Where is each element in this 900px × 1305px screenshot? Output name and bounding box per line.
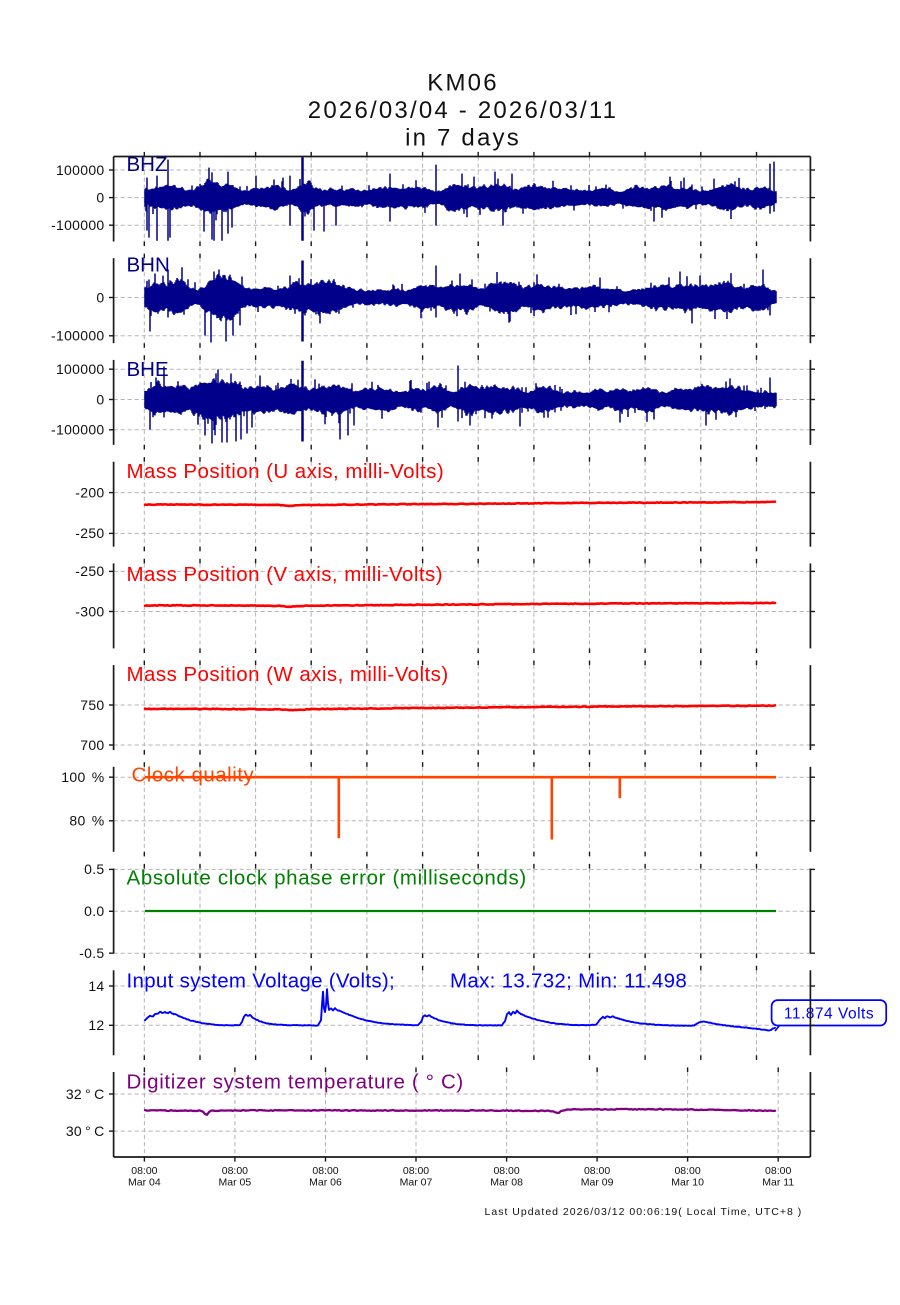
svg-text:08:00: 08:00 [674,1165,700,1177]
svg-text:80 %: 80 % [69,813,104,829]
svg-text:-200: -200 [75,484,104,500]
svg-text:100000: 100000 [56,162,105,178]
svg-text:BHZ: BHZ [127,153,168,176]
svg-text:-300: -300 [75,603,104,619]
svg-text:Input system Voltage (Volts);: Input system Voltage (Volts); [127,970,396,993]
svg-text:100 %: 100 % [61,769,104,785]
svg-text:08:00: 08:00 [584,1165,610,1177]
svg-text:0: 0 [96,289,104,305]
svg-text:-250: -250 [75,563,104,579]
svg-text:Mar 09: Mar 09 [581,1177,614,1189]
svg-text:-250: -250 [75,525,104,541]
svg-text:in 7 days: in 7 days [405,125,521,152]
svg-text:0.0: 0.0 [84,903,104,919]
svg-text:08:00: 08:00 [493,1165,519,1177]
svg-text:Mar 06: Mar 06 [309,1177,342,1189]
svg-text:Mar 08: Mar 08 [490,1177,523,1189]
svg-text:0: 0 [96,391,104,407]
svg-text:-100000: -100000 [51,217,104,233]
svg-text:30 ° C: 30 ° C [66,1123,105,1139]
svg-text:-100000: -100000 [51,422,104,438]
svg-text:Clock quality: Clock quality [132,764,255,787]
svg-text:11.874 Volts: 11.874 Volts [784,1005,874,1022]
svg-text:Last Updated 2026/03/12 00:06:: Last Updated 2026/03/12 00:06:19( Local … [485,1206,803,1218]
svg-text:08:00: 08:00 [222,1165,248,1177]
svg-text:BHE: BHE [127,358,169,381]
svg-text:Absolute clock phase error (mi: Absolute clock phase error (milliseconds… [127,867,527,890]
svg-text:Mar 10: Mar 10 [671,1177,704,1189]
svg-text:Mar 07: Mar 07 [400,1177,433,1189]
svg-text:14: 14 [88,978,104,994]
svg-text:Mar 05: Mar 05 [219,1177,252,1189]
svg-text:Mar 11: Mar 11 [762,1177,794,1189]
svg-text:750: 750 [80,697,104,713]
svg-text:08:00: 08:00 [131,1165,157,1177]
svg-text:-100000: -100000 [51,328,104,344]
svg-text:100000: 100000 [56,361,105,377]
svg-text:KM06: KM06 [427,70,499,97]
svg-text:32 ° C: 32 ° C [66,1086,105,1102]
svg-text:0: 0 [96,189,104,205]
svg-text:700: 700 [80,737,104,753]
svg-text:Mar 04: Mar 04 [128,1177,161,1189]
svg-text:Mass Position (W axis, milli-V: Mass Position (W axis, milli-Volts) [127,663,449,686]
svg-text:Mass Position (V axis, milli-V: Mass Position (V axis, milli-Volts) [127,563,443,586]
svg-text:Mass Position (U axis, milli-V: Mass Position (U axis, milli-Volts) [127,460,445,483]
svg-text:08:00: 08:00 [765,1165,791,1177]
svg-text:08:00: 08:00 [403,1165,429,1177]
svg-text:Max: 13.732; Min: 11.498: Max: 13.732; Min: 11.498 [450,970,687,993]
svg-text:0.5: 0.5 [84,861,104,877]
svg-text:-0.5: -0.5 [79,945,104,961]
svg-text:12: 12 [88,1017,104,1033]
svg-text:Digitizer system temperature (: Digitizer system temperature ( ° C) [127,1071,464,1094]
svg-text:BHN: BHN [127,254,170,277]
svg-text:2026/03/04 - 2026/03/11: 2026/03/04 - 2026/03/11 [308,97,618,124]
svg-text:08:00: 08:00 [312,1165,338,1177]
